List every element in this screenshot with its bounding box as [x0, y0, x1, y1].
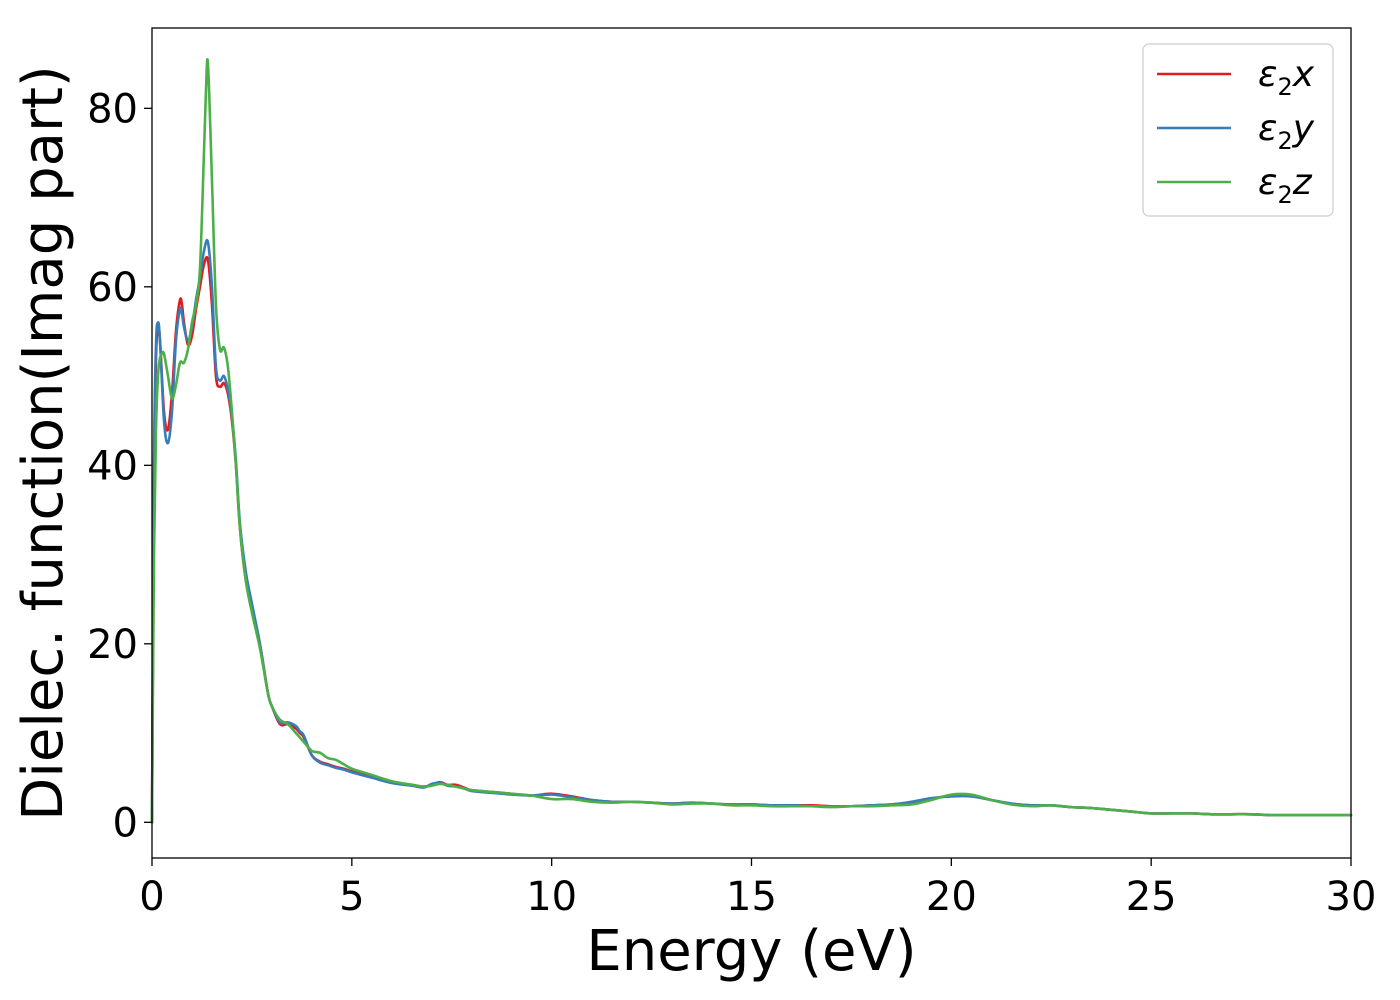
- series-line-z: [150, 58, 1353, 824]
- legend-label-z: ε2z: [1258, 162, 1313, 209]
- y-axis: 0 20 40 60 80: [87, 86, 152, 846]
- y-tick-label: 20: [87, 622, 138, 668]
- x-tick-label: 10: [526, 874, 577, 920]
- x-tick-label: 15: [726, 874, 777, 920]
- legend-label-y: ε2y: [1258, 108, 1315, 155]
- y-tick-label: 80: [87, 86, 138, 132]
- x-tick-label: 30: [1326, 874, 1377, 920]
- y-tick-label: 40: [87, 443, 138, 489]
- x-axis-title: Energy (eV): [586, 919, 916, 984]
- x-tick-label: 5: [339, 874, 364, 920]
- series-layer: [150, 58, 1353, 824]
- y-tick-label: 60: [87, 265, 138, 311]
- x-tick-label: 20: [926, 874, 977, 920]
- legend-box: [1142, 43, 1334, 217]
- legend: ε2x ε2y ε2z: [1142, 43, 1334, 217]
- y-tick-label: 0: [113, 800, 138, 846]
- legend-label-x: ε2x: [1258, 54, 1315, 101]
- x-axis: 0 5 10 15 20 25 30: [139, 858, 1376, 920]
- y-axis-title: Dielec. function(Imag part): [11, 65, 76, 821]
- x-tick-label: 25: [1126, 874, 1177, 920]
- x-tick-label: 0: [139, 874, 164, 920]
